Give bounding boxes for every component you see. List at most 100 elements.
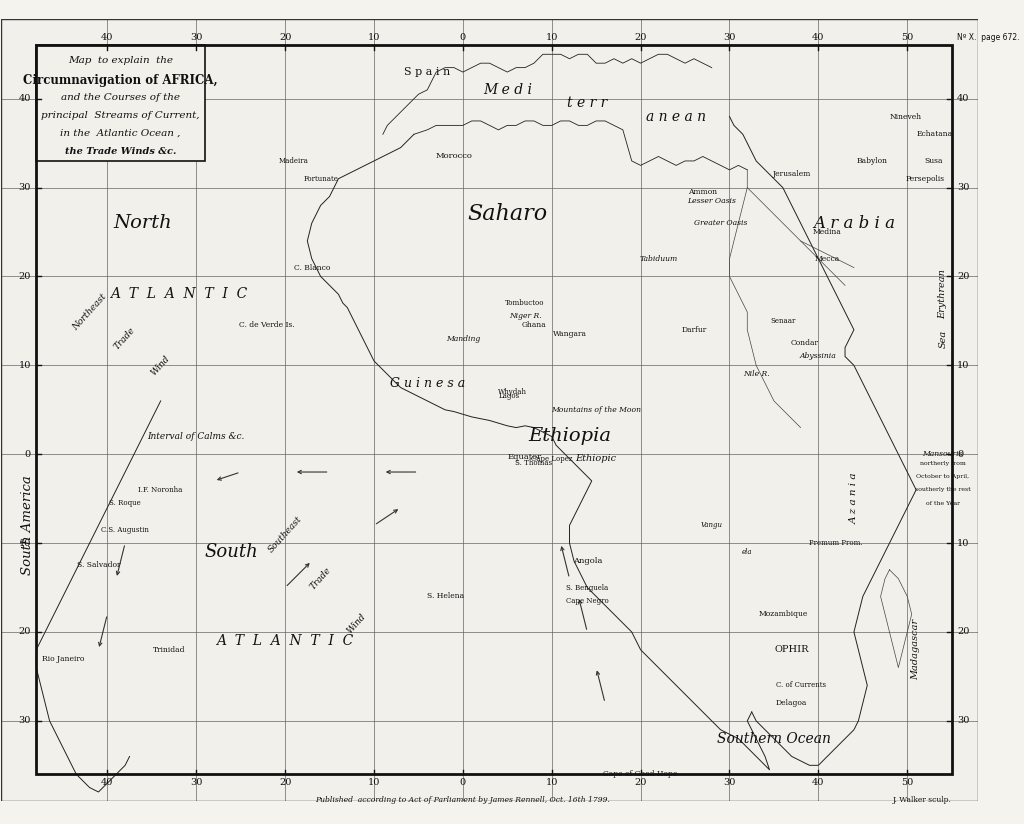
Text: C. de Verde Is.: C. de Verde Is. <box>240 321 295 330</box>
Text: Mansouris: Mansouris <box>923 450 963 458</box>
Text: t e r r: t e r r <box>567 96 607 110</box>
Text: Madagascar: Madagascar <box>911 619 921 681</box>
Text: 20: 20 <box>957 628 970 636</box>
Text: I.F. Noronha: I.F. Noronha <box>138 486 183 494</box>
Text: 30: 30 <box>957 716 970 725</box>
Text: Nineveh: Nineveh <box>890 113 922 120</box>
Text: 0: 0 <box>25 450 31 459</box>
Text: 40: 40 <box>812 778 824 787</box>
Text: North: North <box>114 214 172 232</box>
Text: J. Walker sculp.: J. Walker sculp. <box>893 797 951 804</box>
Text: Manding: Manding <box>445 335 480 343</box>
Text: Erythrean: Erythrean <box>938 269 947 319</box>
Text: southerly the rest: southerly the rest <box>914 487 971 492</box>
Text: S. Thomas: S. Thomas <box>515 459 553 467</box>
Text: Circumnavigation of AFRICA,: Circumnavigation of AFRICA, <box>24 74 218 87</box>
Text: Sea: Sea <box>938 330 947 348</box>
Text: Nº X.  page 672.: Nº X. page 672. <box>957 33 1020 42</box>
Text: Echatana: Echatana <box>916 130 952 138</box>
Text: Niger R.: Niger R. <box>509 312 542 321</box>
Text: Northeast: Northeast <box>71 292 109 332</box>
Text: Lesser Oasis: Lesser Oasis <box>687 197 736 205</box>
Text: Condar: Condar <box>792 339 819 347</box>
Text: of the Year: of the Year <box>926 501 959 506</box>
Text: 30: 30 <box>723 33 735 42</box>
Text: 10: 10 <box>368 33 380 42</box>
Text: 30: 30 <box>723 778 735 787</box>
Text: Cape Lopez: Cape Lopez <box>531 455 572 463</box>
Text: 10: 10 <box>546 778 558 787</box>
Text: Angola: Angola <box>572 557 602 565</box>
Text: Mecca: Mecca <box>815 255 840 263</box>
Text: A  T  L  A  N  T  I  C: A T L A N T I C <box>216 634 353 648</box>
Text: October to April,: October to April, <box>916 474 970 479</box>
Text: 40: 40 <box>812 33 824 42</box>
Text: Mountains of the Moon: Mountains of the Moon <box>551 405 641 414</box>
Text: principal  Streams of Current,: principal Streams of Current, <box>41 110 200 119</box>
Text: 10: 10 <box>368 778 380 787</box>
Text: Trinidad: Trinidad <box>154 646 185 653</box>
Text: Senaar: Senaar <box>770 317 796 325</box>
Text: 40: 40 <box>18 94 31 103</box>
Text: 20: 20 <box>279 33 291 42</box>
Text: C. Blanco: C. Blanco <box>294 264 330 272</box>
Text: Rio Janeiro: Rio Janeiro <box>42 654 84 662</box>
Text: 30: 30 <box>190 33 203 42</box>
Text: 40: 40 <box>101 33 114 42</box>
Text: 40: 40 <box>957 94 970 103</box>
Text: in the  Atlantic Ocean ,: in the Atlantic Ocean , <box>60 129 181 138</box>
Text: Interval of Calms &c.: Interval of Calms &c. <box>147 432 245 441</box>
Text: 0: 0 <box>460 33 466 42</box>
Text: 20: 20 <box>18 628 31 636</box>
Text: Darfur: Darfur <box>681 325 707 334</box>
Text: Medina: Medina <box>813 228 842 236</box>
Text: 10: 10 <box>957 361 970 370</box>
Text: 20: 20 <box>279 778 291 787</box>
Text: Delagoa: Delagoa <box>776 699 807 707</box>
Text: 0: 0 <box>957 450 964 459</box>
Text: Wangara: Wangara <box>553 330 587 339</box>
Text: Abyssinia: Abyssinia <box>800 353 837 360</box>
Text: Lagos: Lagos <box>499 392 519 400</box>
Text: 0: 0 <box>460 778 466 787</box>
Text: the Trade Winds &c.: the Trade Winds &c. <box>65 147 176 157</box>
Text: Jerusalem: Jerusalem <box>772 171 811 178</box>
Text: a n e a n: a n e a n <box>646 110 707 124</box>
Text: Fortunate: Fortunate <box>303 175 338 183</box>
Text: ela: ela <box>742 548 753 556</box>
Text: Tabiduum: Tabiduum <box>639 255 678 263</box>
Text: 10: 10 <box>546 33 558 42</box>
Text: Greater Oasis: Greater Oasis <box>694 219 748 227</box>
Text: 30: 30 <box>18 183 31 192</box>
Text: Map  to explain  the: Map to explain the <box>69 56 173 65</box>
Text: Wind: Wind <box>345 611 368 634</box>
Text: 30: 30 <box>957 183 970 192</box>
Text: northerly from: northerly from <box>920 461 966 466</box>
Text: Cape Negro: Cape Negro <box>566 597 608 605</box>
Text: 50: 50 <box>901 33 913 42</box>
Text: Mozambique: Mozambique <box>758 611 808 618</box>
Text: 40: 40 <box>101 778 114 787</box>
Text: 10: 10 <box>957 539 970 548</box>
Text: Saharo: Saharo <box>467 204 548 225</box>
Text: 20: 20 <box>957 272 970 281</box>
Text: Whydah: Whydah <box>499 388 527 396</box>
Text: OPHIR: OPHIR <box>774 645 809 654</box>
Text: 30: 30 <box>18 716 31 725</box>
Text: Ethiopia: Ethiopia <box>528 428 611 446</box>
Text: 50: 50 <box>901 778 913 787</box>
Text: S p a i n: S p a i n <box>404 67 451 77</box>
Text: Southeast: Southeast <box>266 514 304 555</box>
Text: Cape of Good Hope: Cape of Good Hope <box>603 770 678 778</box>
Bar <box>36 45 205 161</box>
Text: 30: 30 <box>190 778 203 787</box>
Text: 20: 20 <box>635 778 647 787</box>
Text: Nile R.: Nile R. <box>742 370 769 378</box>
Text: G u i n e s a: G u i n e s a <box>390 377 465 390</box>
Text: Persepolis: Persepolis <box>905 175 944 183</box>
Text: 20: 20 <box>18 272 31 281</box>
Text: and the Courses of the: and the Courses of the <box>61 92 180 101</box>
Text: C. of Currents: C. of Currents <box>775 681 825 690</box>
Text: C.S. Augustin: C.S. Augustin <box>101 526 150 534</box>
Text: Madeira: Madeira <box>280 157 309 165</box>
